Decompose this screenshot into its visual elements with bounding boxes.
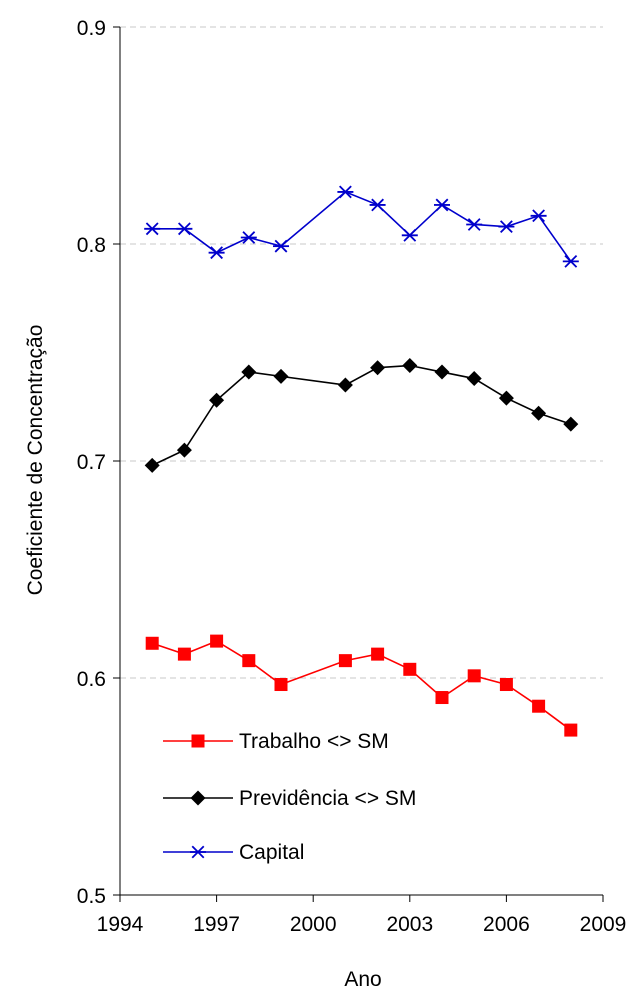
legend-item: Capital xyxy=(163,841,304,864)
data-point xyxy=(467,669,481,683)
marker-stroke xyxy=(467,218,481,231)
data-point xyxy=(338,654,352,668)
legend-marker xyxy=(190,790,206,806)
data-point xyxy=(369,198,386,212)
marker-stroke xyxy=(242,231,256,244)
data-point xyxy=(434,364,450,380)
x-tick-label: 1997 xyxy=(193,913,240,936)
marker-stroke xyxy=(191,845,205,859)
data-point xyxy=(466,371,482,387)
data-point xyxy=(403,662,417,676)
data-point xyxy=(532,699,546,713)
legend-label: Trabalho <> SM xyxy=(239,730,389,753)
data-point xyxy=(337,185,354,199)
data-point xyxy=(531,405,547,421)
data-point xyxy=(401,228,418,242)
data-point xyxy=(242,654,256,668)
series-capital xyxy=(144,185,579,268)
legend-marker xyxy=(190,845,206,859)
x-tick-label: 1994 xyxy=(97,913,144,936)
data-point xyxy=(564,723,578,737)
x-tick-label: 2000 xyxy=(290,913,337,936)
data-point xyxy=(371,647,385,661)
marker-stroke xyxy=(274,239,288,253)
tick-labels: 0.9 0.8 0.7 0.6 0.5 1994 1997 2000 2003 2006 2009 xyxy=(77,17,627,936)
legend-label: Capital xyxy=(239,841,304,864)
series-previd-ncia-sm xyxy=(144,358,579,473)
y-tick-label: 0.6 xyxy=(77,668,106,691)
legend-marker xyxy=(191,734,205,748)
data-point xyxy=(177,647,191,661)
data-point xyxy=(274,678,288,692)
data-point xyxy=(241,364,257,380)
data-point xyxy=(209,392,225,408)
data-point xyxy=(434,198,450,212)
marker-stroke xyxy=(178,222,191,236)
data-point xyxy=(370,360,386,376)
data-point xyxy=(144,222,161,236)
y-tick-label: 0.7 xyxy=(77,451,106,474)
data-point xyxy=(562,254,579,268)
data-point xyxy=(144,457,160,473)
data-point xyxy=(337,377,353,393)
marker-stroke xyxy=(339,185,352,199)
marker-stroke xyxy=(403,228,417,242)
data-point xyxy=(498,390,514,406)
x-tick-label: 2006 xyxy=(483,913,530,936)
data-point xyxy=(499,678,513,692)
data-point xyxy=(273,239,289,253)
axes xyxy=(113,26,604,902)
data-point xyxy=(208,246,225,260)
data-point xyxy=(145,636,159,650)
data-point xyxy=(498,220,515,234)
data-point xyxy=(176,222,193,236)
y-tick-label: 0.5 xyxy=(77,885,106,908)
legend-item: Previdência <> SM xyxy=(163,787,416,810)
legend-item: Trabalho <> SM xyxy=(163,730,389,753)
marker-stroke xyxy=(145,222,159,236)
data-point xyxy=(210,634,224,648)
series-trabalho-sm xyxy=(145,634,578,737)
gridlines xyxy=(120,26,603,679)
y-axis-title: Coeficiente de Concentração xyxy=(24,325,47,596)
marker-stroke xyxy=(532,209,545,223)
marker-stroke xyxy=(500,220,513,234)
marker-stroke xyxy=(435,198,449,212)
marker-stroke xyxy=(564,254,578,268)
y-tick-label: 0.9 xyxy=(77,17,106,40)
series-layer xyxy=(144,185,579,737)
y-tick-label: 0.8 xyxy=(77,234,106,257)
data-point xyxy=(563,416,579,432)
x-axis-title: Ano xyxy=(344,968,381,991)
marker-stroke xyxy=(210,246,223,260)
data-point xyxy=(435,691,449,705)
data-point xyxy=(466,218,483,231)
data-point xyxy=(273,368,289,384)
legend: Trabalho <> SM Previdência <> SM Capital xyxy=(163,730,416,864)
data-point xyxy=(240,231,257,244)
data-point xyxy=(402,358,418,374)
marker-stroke xyxy=(371,198,384,212)
legend-label: Previdência <> SM xyxy=(239,787,416,810)
x-tick-label: 2003 xyxy=(386,913,433,936)
data-point xyxy=(176,442,192,458)
series-line xyxy=(151,364,572,467)
x-tick-label: 2009 xyxy=(580,913,627,936)
data-point xyxy=(530,209,547,223)
